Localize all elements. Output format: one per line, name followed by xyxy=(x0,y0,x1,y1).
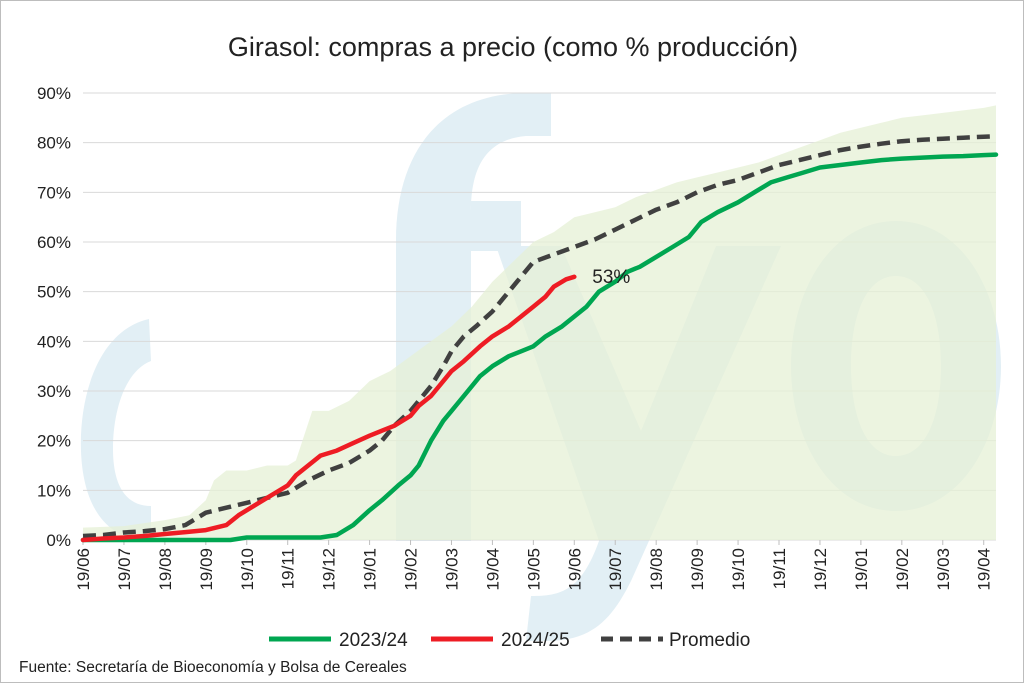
x-tick-label: 19/06 xyxy=(74,548,93,591)
x-tick-label: 19/01 xyxy=(852,548,871,591)
series-lines xyxy=(80,133,999,543)
last-value-annotation: 53% xyxy=(592,267,630,288)
x-tick-label: 19/04 xyxy=(483,548,502,591)
x-tick-label: 19/07 xyxy=(115,548,134,591)
x-tick-label: 19/03 xyxy=(934,548,953,591)
y-axis: 0% 10% 20% 30% 40% 50% 60% 70% 80% 90% xyxy=(37,84,71,550)
x-tick-label: 19/08 xyxy=(156,548,175,591)
legend: 2023/24 2024/25 Promedio xyxy=(269,630,750,651)
legend-label-2023-24: 2023/24 xyxy=(339,630,408,651)
x-tick-label: 19/11 xyxy=(770,548,789,589)
x-tick-label: 19/07 xyxy=(606,548,625,591)
legend-label-promedio: Promedio xyxy=(669,630,750,651)
x-tick-label: 19/09 xyxy=(197,548,216,591)
y-tick-label: 20% xyxy=(37,432,71,451)
x-tick-label: 19/11 xyxy=(279,548,298,589)
x-tick-label: 19/04 xyxy=(975,548,994,591)
y-tick-label: 10% xyxy=(37,481,71,500)
x-tick-label: 19/10 xyxy=(238,548,257,591)
x-tick-label: 19/10 xyxy=(729,548,748,591)
y-tick-label: 30% xyxy=(37,382,71,401)
x-tick-label: 19/02 xyxy=(402,548,421,591)
y-tick-label: 90% xyxy=(37,84,71,103)
x-tick-label: 19/02 xyxy=(893,548,912,591)
x-tick-label: 19/08 xyxy=(647,548,666,591)
y-tick-label: 80% xyxy=(37,134,71,153)
x-tick-label: 19/05 xyxy=(524,548,543,591)
y-tick-label: 0% xyxy=(46,531,71,550)
range-band xyxy=(83,105,996,541)
chart-title: Girasol: compras a precio (como % produc… xyxy=(228,32,798,62)
y-tick-label: 70% xyxy=(37,183,71,202)
y-tick-label: 60% xyxy=(37,233,71,252)
x-tick-label: 19/09 xyxy=(688,548,707,591)
series-line-2023-24 xyxy=(80,152,999,543)
x-axis: 19/06 19/07 19/08 19/09 19/10 19/11 19/12 19/01… xyxy=(74,540,994,591)
x-tick-label: 19/12 xyxy=(320,548,339,591)
x-tick-label: 19/12 xyxy=(811,548,830,591)
x-tick-label: 19/06 xyxy=(565,548,584,591)
legend-label-2024-25: 2024/25 xyxy=(501,630,570,651)
watermark-c xyxy=(80,319,151,541)
series-line-promedio xyxy=(82,133,997,539)
source-note: Fuente: Secretaría de Bioeconomía y Bols… xyxy=(19,659,407,676)
y-tick-label: 40% xyxy=(37,332,71,351)
x-tick-label: 19/01 xyxy=(361,548,380,591)
x-tick-label: 19/03 xyxy=(442,548,461,591)
y-tick-label: 50% xyxy=(37,283,71,302)
range-band-area xyxy=(83,105,996,541)
series-line-2024-25 xyxy=(80,274,577,543)
